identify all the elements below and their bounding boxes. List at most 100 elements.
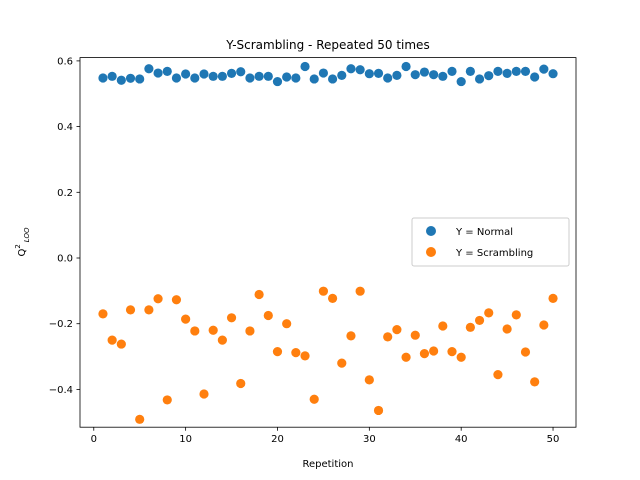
data-point xyxy=(199,69,209,79)
data-point xyxy=(401,352,411,362)
data-point xyxy=(327,293,338,304)
data-point xyxy=(217,71,227,81)
x-axis-label: Repetition xyxy=(302,459,353,470)
x-axis: 0 10 20 30 40 50 xyxy=(91,427,560,445)
data-point xyxy=(327,74,338,84)
data-point xyxy=(456,352,466,362)
y-tick-label: −0.4 xyxy=(49,385,73,396)
data-point xyxy=(162,395,172,405)
data-point xyxy=(364,375,374,385)
data-point xyxy=(272,76,283,87)
data-point xyxy=(373,405,384,416)
x-tick-label: 0 xyxy=(91,434,97,445)
data-point xyxy=(383,332,393,342)
data-point xyxy=(116,75,126,85)
legend-marker-scrambling xyxy=(426,247,436,257)
data-point xyxy=(125,73,136,83)
y-axis-label-sup: 2 xyxy=(14,244,22,248)
data-point xyxy=(208,71,218,81)
data-point xyxy=(135,414,145,424)
data-point xyxy=(217,335,227,345)
chart-title: Y-Scrambling - Repeated 50 times xyxy=(225,38,429,52)
legend-label-normal: Y = Normal xyxy=(455,227,513,238)
data-point xyxy=(300,351,310,361)
data-point xyxy=(520,347,531,357)
data-point xyxy=(539,64,549,74)
data-point xyxy=(511,66,521,76)
data-point xyxy=(465,322,475,332)
data-point xyxy=(456,76,466,87)
svg-text:Q2LOO: Q2LOO xyxy=(14,227,31,257)
data-point xyxy=(98,309,108,319)
data-point xyxy=(511,310,521,320)
data-point xyxy=(144,305,154,315)
data-point xyxy=(171,73,182,83)
data-point xyxy=(245,326,255,336)
data-point xyxy=(465,66,475,76)
data-point xyxy=(548,69,558,79)
data-point xyxy=(429,346,439,356)
data-point xyxy=(226,313,237,323)
data-point xyxy=(447,347,457,357)
plot-area xyxy=(98,61,558,424)
y-axis: −0.4 −0.2 0.0 0.2 0.4 0.6 xyxy=(49,56,80,396)
data-point xyxy=(502,68,512,78)
data-point xyxy=(419,349,430,359)
data-point xyxy=(144,64,154,74)
data-point xyxy=(236,67,246,77)
data-point xyxy=(254,71,264,81)
series-0 xyxy=(98,61,558,87)
data-point xyxy=(318,286,329,296)
x-tick-label: 40 xyxy=(455,434,468,445)
data-point xyxy=(199,389,209,399)
y-tick-label: 0.4 xyxy=(57,122,73,133)
data-point xyxy=(282,72,292,82)
y-tick-label: 0.2 xyxy=(57,188,73,199)
data-point xyxy=(162,66,172,76)
data-point xyxy=(107,71,117,81)
data-point xyxy=(502,324,512,334)
data-point xyxy=(493,66,503,76)
data-point xyxy=(107,335,117,345)
y-axis-label-main: Q xyxy=(17,249,28,257)
data-point xyxy=(373,68,384,78)
y-tick-label: 0.6 xyxy=(57,56,73,67)
data-point xyxy=(236,378,246,389)
data-point xyxy=(355,286,365,296)
data-point xyxy=(98,73,108,83)
data-point xyxy=(401,61,411,72)
x-tick-label: 10 xyxy=(179,434,192,445)
data-point xyxy=(190,73,200,83)
data-point xyxy=(291,348,301,358)
data-point xyxy=(337,70,347,80)
y-tick-label: −0.2 xyxy=(49,319,73,330)
data-point xyxy=(539,320,549,330)
data-point xyxy=(474,315,485,326)
data-point xyxy=(447,66,457,76)
legend-marker-normal xyxy=(426,226,436,236)
y-axis-label-sub: LOO xyxy=(23,227,31,242)
data-point xyxy=(291,73,301,83)
data-point xyxy=(171,295,182,305)
data-point xyxy=(135,74,145,84)
data-point xyxy=(208,325,218,335)
data-point xyxy=(392,325,402,335)
data-point xyxy=(520,66,531,76)
data-point xyxy=(355,65,365,75)
data-point xyxy=(474,74,485,84)
data-point xyxy=(116,339,126,349)
x-tick-label: 50 xyxy=(547,434,560,445)
data-point xyxy=(300,61,310,72)
data-point xyxy=(272,347,283,357)
data-point xyxy=(484,71,494,81)
data-point xyxy=(263,71,273,81)
data-point xyxy=(419,67,430,77)
data-point xyxy=(153,294,163,304)
data-point xyxy=(410,70,420,80)
legend-label-scrambling: Y = Scrambling xyxy=(455,248,533,259)
plot-frame xyxy=(79,57,577,428)
data-point xyxy=(530,377,540,387)
legend: Y = Normal Y = Scrambling xyxy=(411,217,570,267)
data-point xyxy=(263,310,273,321)
